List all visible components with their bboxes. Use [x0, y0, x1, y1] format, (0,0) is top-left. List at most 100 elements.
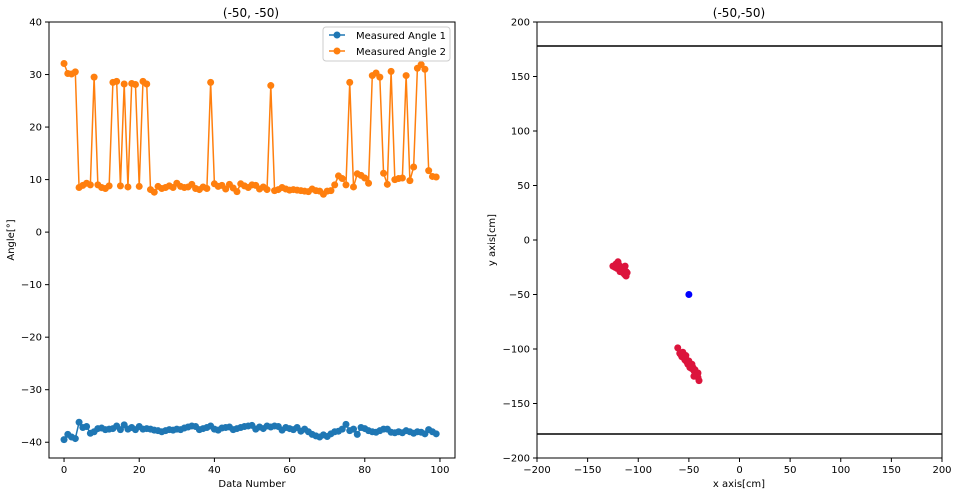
- chart2-ytick-label: 200: [511, 18, 530, 29]
- series-2-point: [361, 174, 369, 182]
- legend-marker-series2: [333, 47, 341, 55]
- series-2-point: [338, 175, 346, 183]
- chart2-xtick-label: −100: [625, 465, 652, 476]
- series-1-point: [60, 436, 68, 444]
- chart2-ytick-label: 100: [511, 127, 530, 138]
- chart2-ytick-label: 50: [517, 181, 530, 192]
- series-1-point: [338, 425, 346, 433]
- series-2-point: [203, 185, 211, 193]
- chart1-ytick-label: 40: [29, 18, 42, 29]
- chart1-xtick-label: 100: [430, 465, 449, 476]
- cluster-a-point: [611, 263, 619, 271]
- chart1-ytick-label: −30: [21, 385, 42, 396]
- position-scatter-chart: (-50,-50) −200 −150 −100 −50 0 50 100 150 200−20…: [487, 6, 952, 490]
- series-1-point: [83, 422, 91, 430]
- chart1-ytick-label: 10: [29, 175, 42, 186]
- series-1-point: [342, 420, 350, 428]
- series-2-point: [222, 185, 230, 193]
- series-2-point: [60, 59, 68, 67]
- chart2-xtick-label: −200: [523, 465, 550, 476]
- cluster-b-point: [695, 377, 703, 385]
- chart1-ytick-label: 0: [36, 228, 42, 239]
- chart2-ylabel: y axis[cm]: [487, 214, 498, 266]
- series-2-point: [113, 77, 121, 85]
- chart1-plot-frame: [48, 21, 456, 459]
- series-2-point: [406, 177, 414, 185]
- chart1-ytick-label: −10: [21, 280, 42, 291]
- series-2-point: [387, 67, 395, 75]
- series-2-point: [105, 182, 113, 190]
- series-2-point: [402, 72, 410, 80]
- chart2-ytick-label: 0: [524, 236, 530, 247]
- series-2-point: [346, 78, 354, 86]
- series-2-point: [417, 61, 425, 69]
- chart1-series: [60, 59, 440, 444]
- chart1-xtick-label: 60: [283, 465, 296, 476]
- chart1-xtick-label: 40: [208, 465, 221, 476]
- origin-point: [685, 291, 693, 298]
- chart2-xtick-label: 50: [784, 465, 797, 476]
- series-2-point: [425, 167, 433, 175]
- chart2-xtick-label: 200: [932, 465, 951, 476]
- series-2-point: [131, 81, 139, 89]
- chart2-xtick-label: 150: [882, 465, 901, 476]
- chart2-xlabel: x axis[cm]: [713, 479, 765, 490]
- series-2-point: [207, 78, 215, 86]
- series-2-point: [365, 179, 373, 187]
- chart2-xtick-label: −50: [678, 465, 699, 476]
- chart1-ytick-label: 20: [29, 123, 42, 134]
- series-1-point: [432, 430, 440, 438]
- series-2-point: [90, 73, 98, 81]
- series-2-point: [342, 181, 350, 189]
- cluster-b-point: [690, 372, 698, 380]
- cluster-b-point: [677, 350, 685, 358]
- series-2-point: [331, 181, 339, 189]
- legend-frame: [322, 26, 451, 62]
- cluster-a-point: [622, 272, 630, 280]
- series-2-point: [398, 174, 406, 182]
- series-2-point: [233, 188, 241, 196]
- chart2-plot-frame: [536, 21, 943, 459]
- chart1-xlabel: Data Number: [218, 479, 286, 490]
- chart2-ytick-label: −200: [503, 454, 530, 465]
- legend-label-series2: Measured Angle 2: [356, 47, 446, 58]
- series-1-point: [350, 425, 357, 433]
- series-2-point: [432, 173, 440, 181]
- chart1-ylabel: Angle[°]: [6, 219, 17, 260]
- angle-line-chart: (-50, -50) 0 20 40 60 80 100 −40 −30 −20 −10 0 10 20…: [6, 6, 456, 490]
- series-2-point: [124, 183, 132, 191]
- cluster-a-point: [618, 264, 626, 272]
- series-2-point: [135, 182, 143, 190]
- series-2-point: [376, 73, 384, 81]
- series-2-point: [380, 169, 388, 177]
- chart1-title: (-50, -50): [223, 6, 279, 20]
- chart2-xtick-label: 100: [831, 465, 850, 476]
- series-2-point: [410, 163, 418, 171]
- series-2-point: [143, 80, 151, 88]
- series-2-point: [263, 186, 271, 194]
- chart2-xtick-label: −150: [574, 465, 601, 476]
- series-1-point: [71, 435, 79, 443]
- chart2-ytick-label: −100: [503, 345, 530, 356]
- chart1-ytick-label: −20: [21, 333, 42, 344]
- series-2-point: [383, 180, 391, 188]
- chart1-xtick-label: 80: [358, 465, 371, 476]
- series-2-point: [327, 187, 335, 195]
- series-2-point: [116, 182, 124, 190]
- chart2-marks: [537, 45, 942, 435]
- chart1-ytick-label: −40: [21, 438, 42, 449]
- series-2-point: [350, 183, 357, 191]
- series-2-point: [86, 181, 94, 189]
- chart1-xtick-label: 20: [133, 465, 146, 476]
- chart2-ytick-label: 150: [511, 72, 530, 83]
- chart2-xtick-label: 0: [736, 465, 742, 476]
- cluster-b-point: [686, 364, 694, 372]
- series-1-point: [75, 418, 83, 426]
- legend-label-series1: Measured Angle 1: [356, 31, 446, 42]
- series-2-point: [71, 68, 79, 76]
- series-2-point: [421, 65, 429, 73]
- legend-marker-series1: [333, 31, 341, 39]
- series-1-point: [353, 430, 361, 438]
- series-2-point: [267, 82, 275, 90]
